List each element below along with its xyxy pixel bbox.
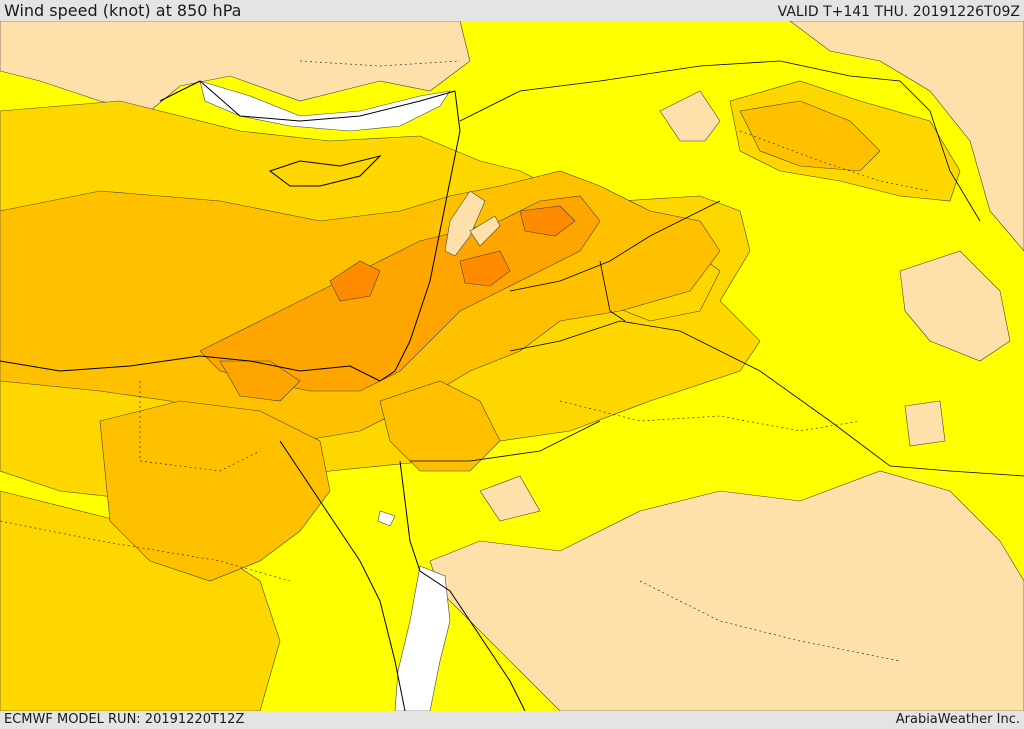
dark-orange-core-2: [459, 250, 511, 287]
dotted-5: [639, 580, 901, 662]
valid-time: VALID T+141 THU. 20191226T09Z: [777, 4, 1020, 20]
coastlines: [0, 80, 526, 711]
light-area-arabia: [429, 470, 1024, 711]
amber-area-egypt: [99, 400, 331, 582]
light-area-small1: [479, 475, 541, 522]
light-area-syria: [659, 90, 721, 142]
border-turkey-syria: [459, 60, 781, 122]
light-area-turkey: [0, 21, 471, 112]
dark-orange-core-1: [329, 260, 381, 302]
model-run: ECMWF MODEL RUN: 20191220T12Z: [4, 712, 245, 727]
amber-area-east: [739, 100, 881, 172]
coast-levant: [379, 90, 461, 382]
light-area-small2: [904, 400, 946, 447]
coast-cyprus: [268, 155, 382, 187]
dark-orange-core-3: [519, 205, 576, 237]
dotted-1: [139, 381, 261, 472]
coast-egypt-north: [0, 355, 381, 382]
streak-2: [469, 215, 501, 247]
coast-red-sea-east: [399, 460, 526, 711]
border-syria-iraq: [509, 200, 721, 292]
map-title: Wind speed (knot) at 850 hPa: [4, 1, 242, 20]
dotted-4: [0, 520, 291, 582]
border-saudi-line: [599, 260, 626, 322]
amber-area-sinai: [379, 380, 501, 472]
light-area-east-top: [789, 21, 1024, 252]
light-area-east-mid: [899, 250, 1011, 362]
calm-sea-small: [377, 510, 396, 527]
calm-sea-areas: [199, 80, 451, 711]
admin-lines: [0, 60, 931, 662]
orange-area-levant: [199, 195, 601, 392]
map-canvas: [0, 21, 1024, 711]
streak-1: [444, 190, 486, 257]
very-strong-wind-areas: [199, 195, 601, 402]
light-wind-areas: [0, 21, 1024, 711]
border-iraq-iran: [779, 60, 981, 222]
credit: ArabiaWeather Inc.: [895, 712, 1020, 727]
footer-bar: ECMWF MODEL RUN: 20191220T12Z ArabiaWeat…: [0, 711, 1024, 729]
borders: [410, 60, 1024, 477]
dotted-6: [299, 60, 461, 67]
mountain-streaks: [444, 190, 501, 257]
wind-speed-map: [0, 21, 1024, 711]
max-wind-areas: [329, 205, 576, 302]
header-bar: Wind speed (knot) at 850 hPa VALID T+141…: [0, 0, 1024, 21]
coast-turkey-south: [159, 80, 456, 122]
orange-area-egypt-north: [219, 360, 301, 402]
coast-red-sea-west: [279, 440, 406, 711]
border-egypt-sudan-east: [410, 420, 601, 462]
border-jordan-saudi: [509, 320, 1024, 477]
calm-sea-red-sea: [394, 565, 451, 711]
